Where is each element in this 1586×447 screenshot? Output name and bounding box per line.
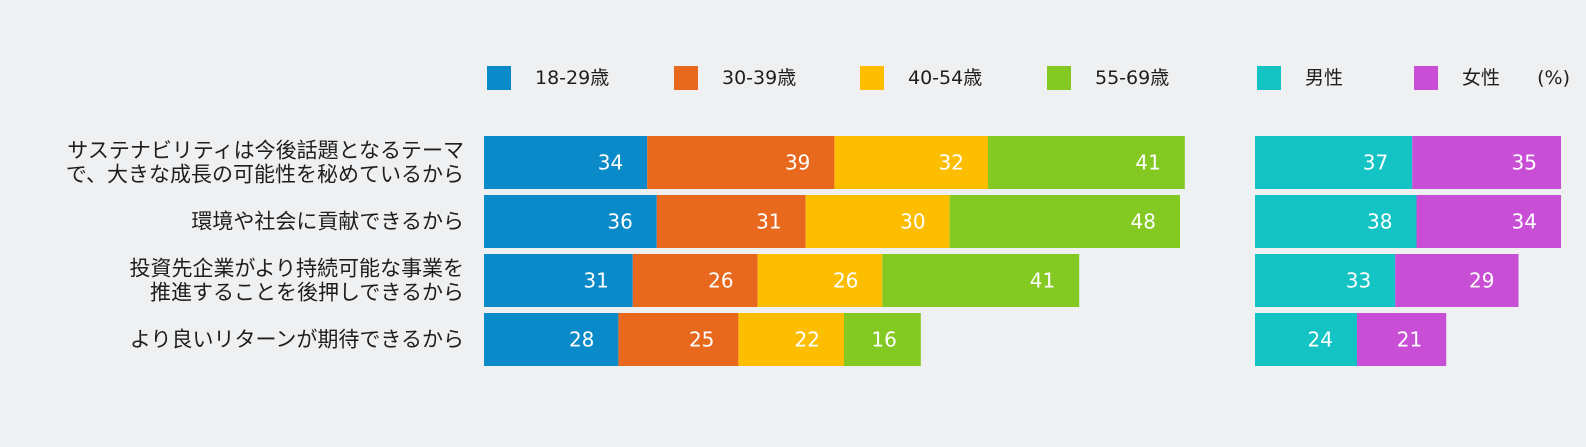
age-value-label: 41 [1135, 151, 1160, 175]
age-bar-segment [882, 254, 1080, 307]
gender-value-label: 29 [1469, 269, 1494, 293]
age-value-label: 22 [795, 328, 820, 352]
age-value-label: 34 [598, 151, 623, 175]
legend-label: 女性 [1462, 67, 1500, 89]
age-value-label: 31 [583, 269, 608, 293]
legend-swatch [1257, 66, 1281, 90]
gender-bar-segment [1412, 136, 1561, 189]
gender-bar-segment [1255, 313, 1357, 366]
legend-label: 55-69歳 [1095, 67, 1169, 89]
age-value-label: 16 [871, 328, 896, 352]
age-bar-segment [656, 195, 806, 248]
gender-value-label: 37 [1363, 151, 1388, 175]
gender-bar-segment [1255, 136, 1413, 189]
age-value-label: 36 [607, 210, 632, 234]
age-bar-segment [484, 254, 633, 307]
gender-bar-segment [1255, 254, 1396, 307]
age-bar-segment [632, 254, 758, 307]
age-bar-segment [757, 254, 883, 307]
legend-swatch [1047, 66, 1071, 90]
category-label: 推進することを後押しできるから [150, 281, 464, 305]
age-value-label: 26 [833, 269, 858, 293]
age-bar-segment [834, 136, 988, 189]
gender-bar-segment [1357, 313, 1447, 366]
category-label: 投資先企業がより持続可能な事業を [129, 257, 464, 281]
legend-swatch [860, 66, 884, 90]
legend-label: 男性 [1305, 67, 1343, 89]
gender-value-label: 24 [1308, 328, 1333, 352]
legend-swatch [1414, 66, 1438, 90]
age-value-label: 25 [689, 328, 714, 352]
age-value-label: 31 [756, 210, 781, 234]
category-label: サステナビリティは今後話題となるテーマ [67, 139, 464, 163]
gender-value-label: 34 [1512, 210, 1537, 234]
age-value-label: 41 [1030, 269, 1055, 293]
age-value-label: 28 [569, 328, 594, 352]
age-bar-segment [949, 195, 1180, 248]
legend-swatch [674, 66, 698, 90]
age-value-label: 30 [900, 210, 925, 234]
legend-label: 18-29歳 [535, 67, 609, 89]
age-bar-segment [484, 136, 648, 189]
gender-value-label: 33 [1346, 269, 1371, 293]
legend-label: 30-39歳 [722, 67, 796, 89]
gender-bar-segment [1395, 254, 1519, 307]
gender-value-label: 38 [1367, 210, 1392, 234]
age-bar-segment [805, 195, 950, 248]
age-bar-segment [484, 313, 619, 366]
category-label: 環境や社会に貢献できるから [191, 210, 464, 234]
unit-label: (%) [1537, 67, 1570, 89]
age-value-label: 32 [939, 151, 964, 175]
age-value-label: 26 [708, 269, 733, 293]
gender-value-label: 21 [1397, 328, 1422, 352]
age-value-label: 39 [785, 151, 810, 175]
age-value-label: 48 [1131, 210, 1156, 234]
legend-swatch [487, 66, 511, 90]
gender-bar-segment [1255, 195, 1417, 248]
legend-label: 40-54歳 [908, 67, 982, 89]
age-bar-segment [618, 313, 739, 366]
category-label: で、大きな成長の可能性を秘めているから [66, 163, 464, 187]
age-bar-segment [738, 313, 844, 366]
age-bar-segment [988, 136, 1185, 189]
gender-bar-segment [1416, 195, 1561, 248]
age-bar-segment [844, 313, 921, 366]
gender-value-label: 35 [1512, 151, 1537, 175]
age-bar-segment [647, 136, 835, 189]
category-label: より良いリターンが期待できるから [130, 328, 464, 352]
age-bar-segment [484, 195, 657, 248]
